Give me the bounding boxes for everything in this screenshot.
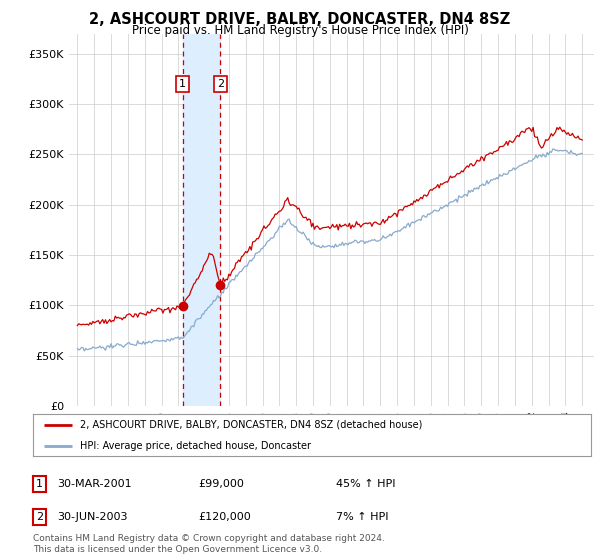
- Text: 2: 2: [36, 512, 43, 522]
- Bar: [182, 34, 220, 406]
- Text: 2, ASHCOURT DRIVE, BALBY, DONCASTER, DN4 8SZ: 2, ASHCOURT DRIVE, BALBY, DONCASTER, DN4…: [89, 12, 511, 27]
- Text: 1: 1: [179, 79, 186, 89]
- Text: HPI: Average price, detached house, Doncaster: HPI: Average price, detached house, Donc…: [80, 441, 311, 451]
- Text: 30-MAR-2001: 30-MAR-2001: [57, 479, 131, 489]
- Text: Contains HM Land Registry data © Crown copyright and database right 2024.: Contains HM Land Registry data © Crown c…: [33, 534, 385, 543]
- Text: This data is licensed under the Open Government Licence v3.0.: This data is licensed under the Open Gov…: [33, 545, 322, 554]
- Text: 2, ASHCOURT DRIVE, BALBY, DONCASTER, DN4 8SZ (detached house): 2, ASHCOURT DRIVE, BALBY, DONCASTER, DN4…: [80, 420, 423, 430]
- Text: 2: 2: [217, 79, 224, 89]
- Text: £120,000: £120,000: [198, 512, 251, 522]
- Text: 7% ↑ HPI: 7% ↑ HPI: [336, 512, 389, 522]
- Text: Price paid vs. HM Land Registry's House Price Index (HPI): Price paid vs. HM Land Registry's House …: [131, 24, 469, 37]
- Text: £99,000: £99,000: [198, 479, 244, 489]
- Text: 45% ↑ HPI: 45% ↑ HPI: [336, 479, 395, 489]
- Text: 30-JUN-2003: 30-JUN-2003: [57, 512, 128, 522]
- Text: 1: 1: [36, 479, 43, 489]
